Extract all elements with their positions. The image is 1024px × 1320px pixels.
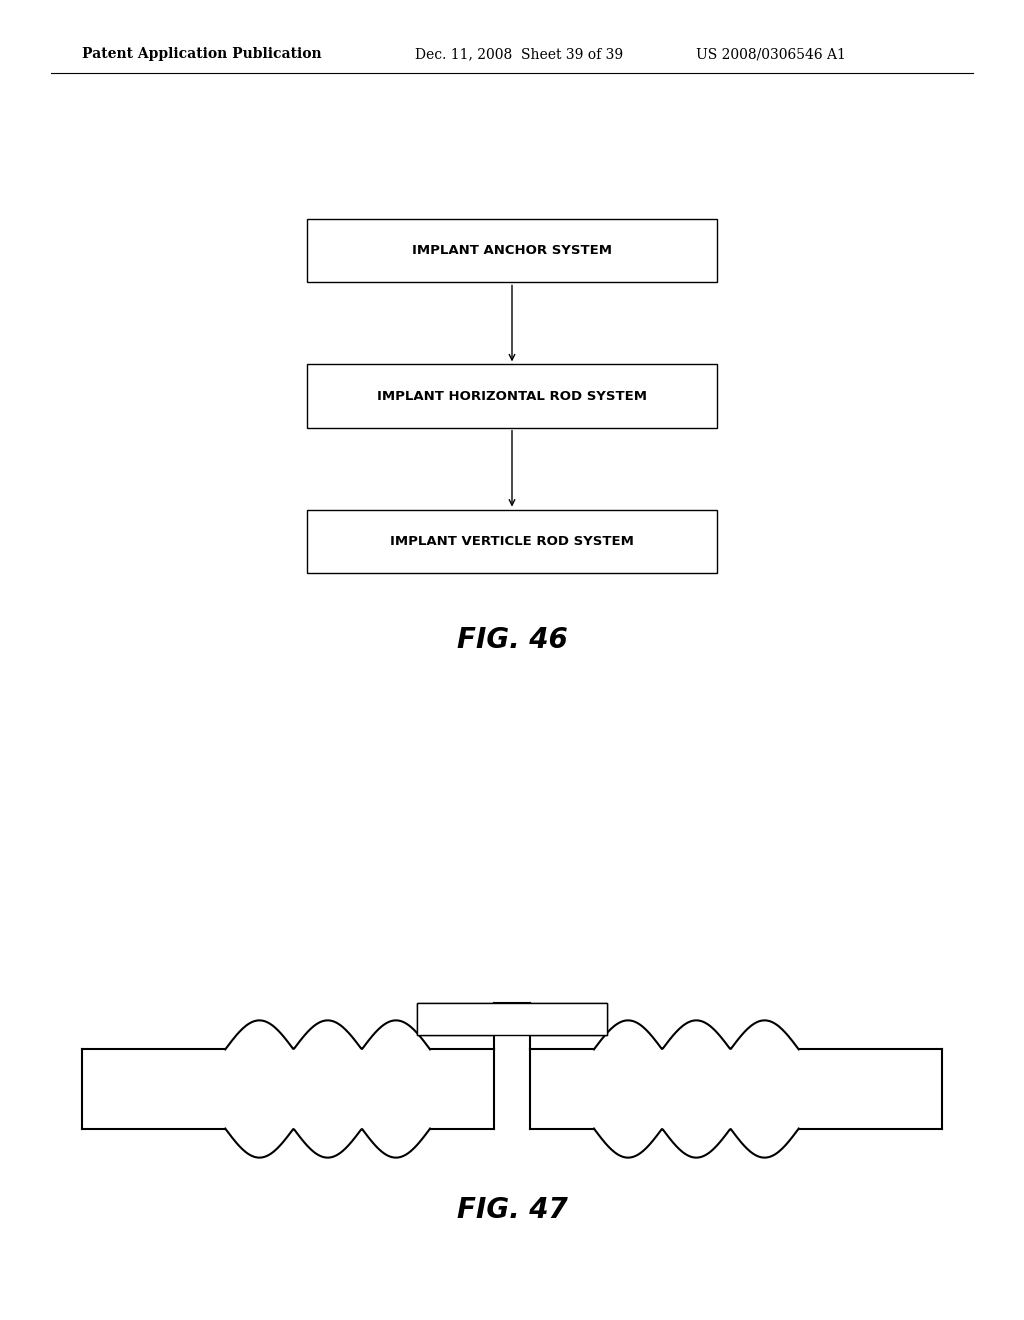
Bar [307,510,717,573]
Bar [307,219,717,282]
Text: IMPLANT ANCHOR SYSTEM: IMPLANT ANCHOR SYSTEM [412,244,612,257]
Bar [530,1003,607,1035]
Text: FIG. 46: FIG. 46 [457,626,567,655]
Bar [417,1003,494,1035]
Text: US 2008/0306546 A1: US 2008/0306546 A1 [696,48,846,61]
Text: IMPLANT VERTICLE ROD SYSTEM: IMPLANT VERTICLE ROD SYSTEM [390,535,634,548]
Text: IMPLANT HORIZONTAL ROD SYSTEM: IMPLANT HORIZONTAL ROD SYSTEM [377,389,647,403]
Bar [307,364,717,428]
Text: FIG. 47: FIG. 47 [457,1196,567,1225]
Bar [417,1003,607,1035]
Text: Patent Application Publication: Patent Application Publication [82,48,322,61]
Text: Dec. 11, 2008  Sheet 39 of 39: Dec. 11, 2008 Sheet 39 of 39 [415,48,623,61]
